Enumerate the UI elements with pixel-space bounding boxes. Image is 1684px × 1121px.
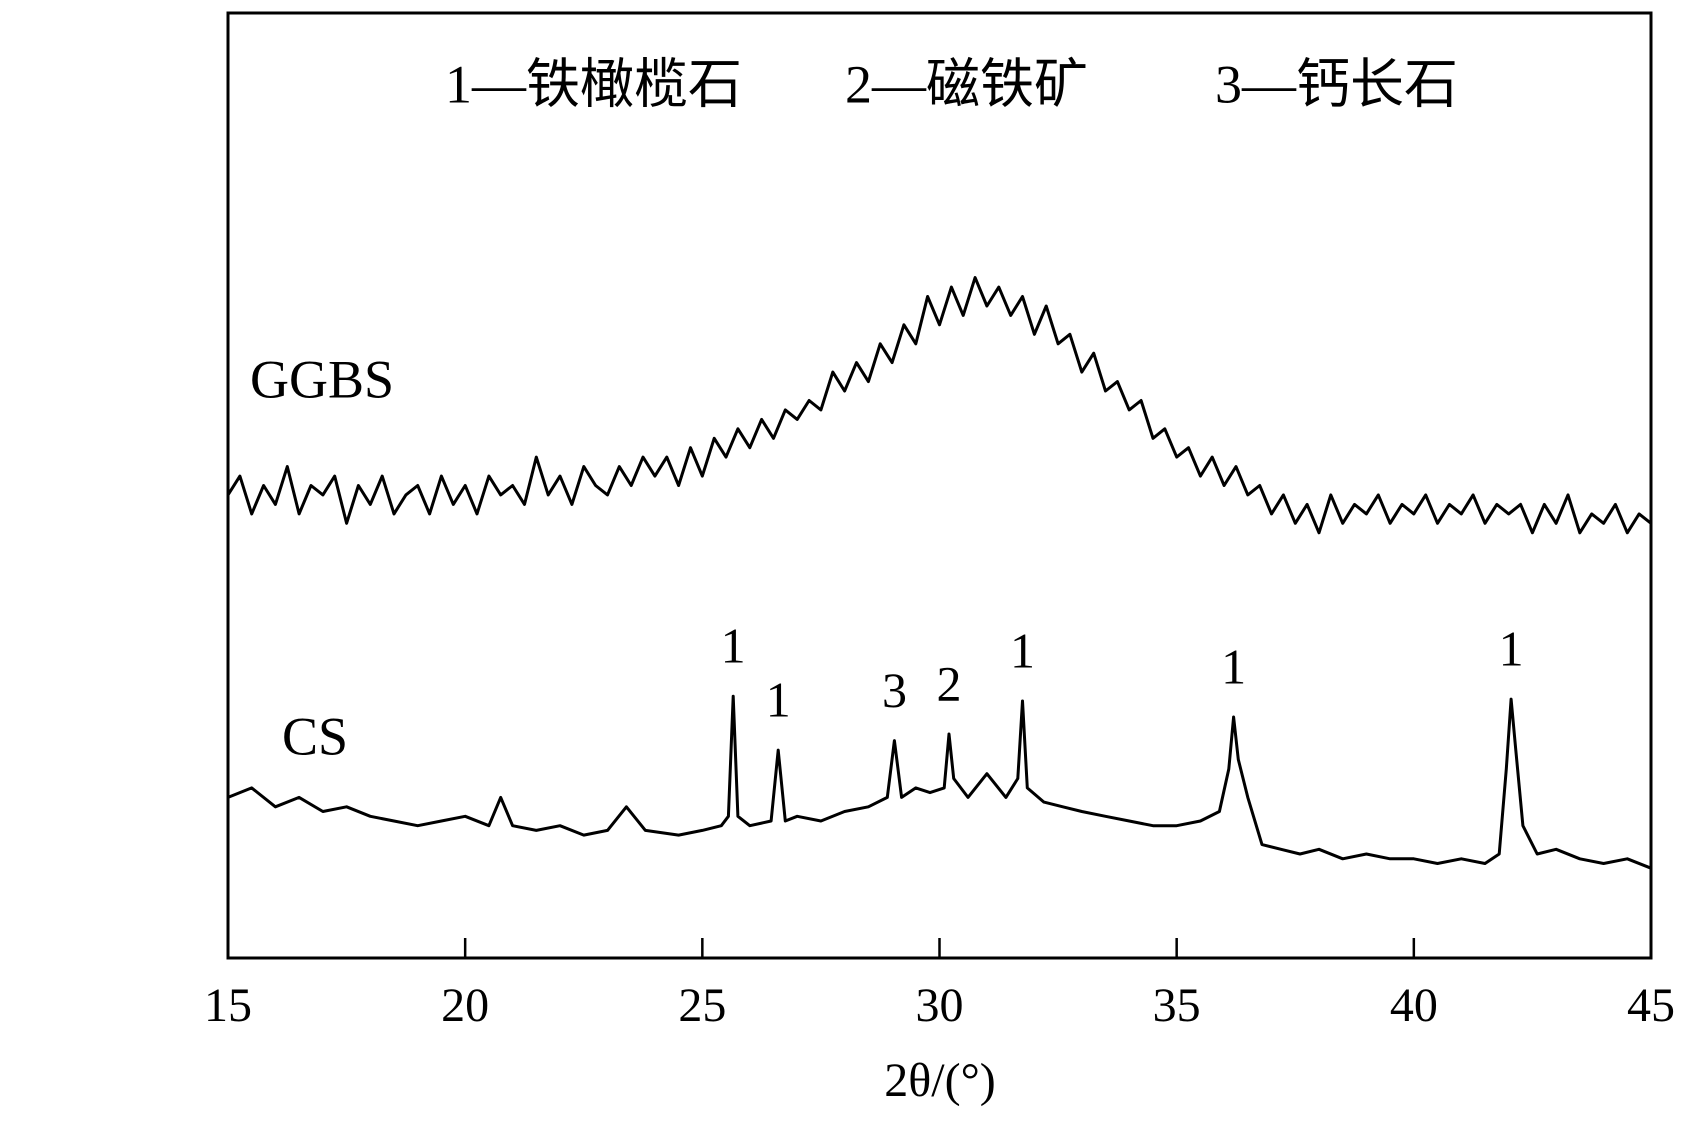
data-line [226,276,1652,535]
x-tick-label: 25 [678,979,726,1032]
x-tick-label: 20 [441,979,489,1032]
x-tick-label: 45 [1627,979,1675,1032]
legend-key: 2—磁铁矿 [845,54,1088,114]
peak-label: 1 [1010,622,1035,678]
legend-key: 3—钙长石 [1215,54,1458,114]
peak-label: 2 [936,656,961,712]
peak-label: 1 [766,672,791,728]
plot-frame [226,11,1653,960]
x-axis-label: 2θ/(°) [884,1054,996,1107]
series-label: GGBS [250,349,394,409]
peak-label: 1 [1221,638,1246,694]
x-tick-label: 15 [204,979,252,1032]
x-tick-label: 30 [916,979,964,1032]
legend-key: 1—铁橄榄石 [445,54,742,114]
peak-label: 1 [721,618,746,674]
data-line [227,694,1652,870]
x-tick-label: 40 [1390,979,1438,1032]
peak-label: 3 [882,662,907,718]
peak-label: 1 [1499,621,1524,677]
series-label: CS [282,707,348,767]
x-tick-label: 35 [1153,979,1201,1032]
